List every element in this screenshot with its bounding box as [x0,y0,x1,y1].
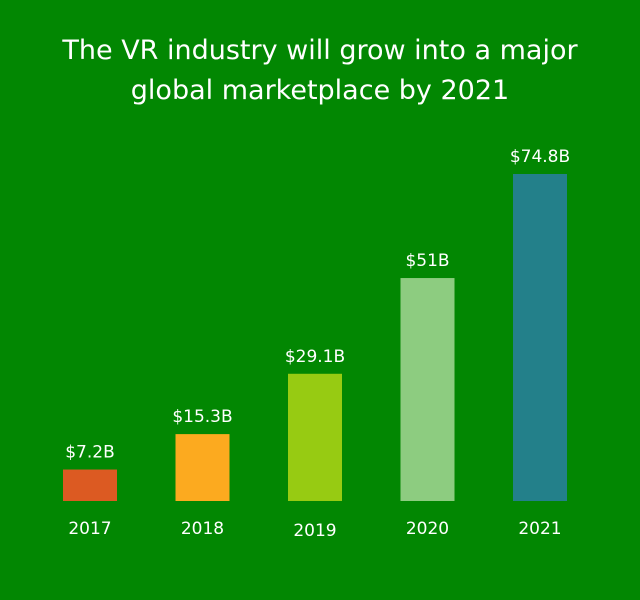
bar-2021 [513,174,567,501]
bar-2017 [63,469,117,501]
data-label: $7.2B [65,443,115,463]
x-tick-label: 2020 [406,519,449,539]
x-tick-label: 2017 [68,519,111,539]
x-tick-label: 2019 [293,521,336,541]
x-tick-label: 2018 [181,519,224,539]
chart-title-line-1: The VR industry will grow into a major [61,35,578,66]
data-label: $51B [405,251,449,271]
chart-title-line-2: global marketplace by 2021 [131,75,509,106]
bar-2019 [288,373,342,501]
bar-2018 [175,434,230,501]
bar-2020 [400,278,455,501]
data-label: $15.3B [172,407,232,427]
x-tick-label: 2021 [518,519,561,539]
data-label: $29.1B [285,347,345,367]
data-label: $74.8B [510,147,570,167]
